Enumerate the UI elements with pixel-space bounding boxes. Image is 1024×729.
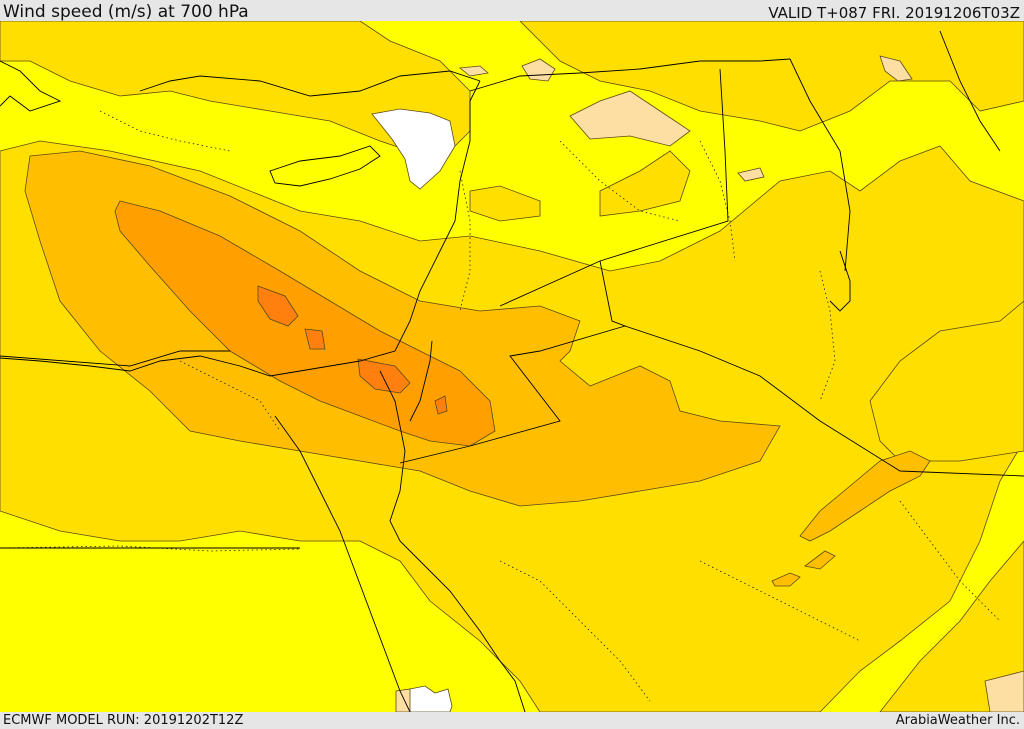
tan-patch-4: [737, 167, 765, 182]
band4-core-3: [357, 358, 411, 394]
band2-region-small-east-2: [804, 550, 836, 570]
coast-caspian-west: [939, 30, 1001, 152]
band1-region-south-east: [879, 540, 1024, 712]
border-iraq-syria: [499, 68, 729, 307]
coast-gulf-of-aqaba: [409, 340, 433, 422]
calm-area-north: [371, 108, 456, 190]
province-boundaries: [0, 110, 1001, 702]
coast-red-sea-west: [274, 415, 411, 712]
band1-region-north-east: [519, 21, 1024, 132]
band2-region-small-east: [771, 572, 801, 587]
band1-region-iraq-patch: [599, 150, 691, 217]
coast-persian-gulf: [829, 250, 851, 312]
valid-time-label: VALID T+087 FRI. 20191206T03Z: [768, 4, 1020, 22]
coast-med-south: [0, 80, 481, 377]
header-bar: Wind speed (m/s) at 700 hPa VALID T+087 …: [0, 0, 1024, 22]
calm-area-south: [409, 685, 453, 712]
border-iran-iraq: [789, 58, 851, 272]
band4-core-4: [434, 395, 448, 415]
coast-red-sea-east: [389, 450, 526, 712]
band1-region-north-west: [0, 21, 471, 162]
wind-speed-map: [0, 21, 1024, 712]
coastlines: [0, 30, 1001, 712]
border-sinai: [379, 370, 406, 452]
footer-bar: ECMWF MODEL RUN: 20191202T12Z ArabiaWeat…: [0, 712, 1024, 729]
country-borders: [0, 58, 1024, 549]
band2-region-east-jet: [799, 450, 931, 542]
border-egypt-libya: [0, 350, 230, 367]
tan-patch-3: [458, 65, 489, 77]
calm-areas: [371, 108, 456, 712]
light-tan-patches: [395, 55, 1024, 712]
border-turkey-syria: [469, 58, 791, 92]
tan-patch-5: [984, 670, 1024, 712]
band4-core-1: [257, 285, 299, 327]
credit-label: ArabiaWeather Inc.: [895, 713, 1020, 728]
coast-aegean: [0, 60, 62, 112]
model-run-label: ECMWF MODEL RUN: 20191202T12Z: [3, 713, 244, 728]
coast-cyprus: [269, 145, 381, 187]
band4-core-2: [304, 328, 326, 350]
band1-region-east-arabia: [869, 300, 1024, 462]
tan-patch-1: [569, 90, 691, 147]
wind-band-4: [257, 285, 448, 415]
tan-patch-6: [879, 55, 913, 82]
chart-title: Wind speed (m/s) at 700 hPa: [3, 2, 249, 22]
border-iraq-saudi: [624, 325, 1024, 477]
band1-region-syria-patch: [469, 185, 541, 222]
coast-turkey-south: [139, 70, 481, 97]
border-jordan-saudi: [399, 260, 627, 464]
